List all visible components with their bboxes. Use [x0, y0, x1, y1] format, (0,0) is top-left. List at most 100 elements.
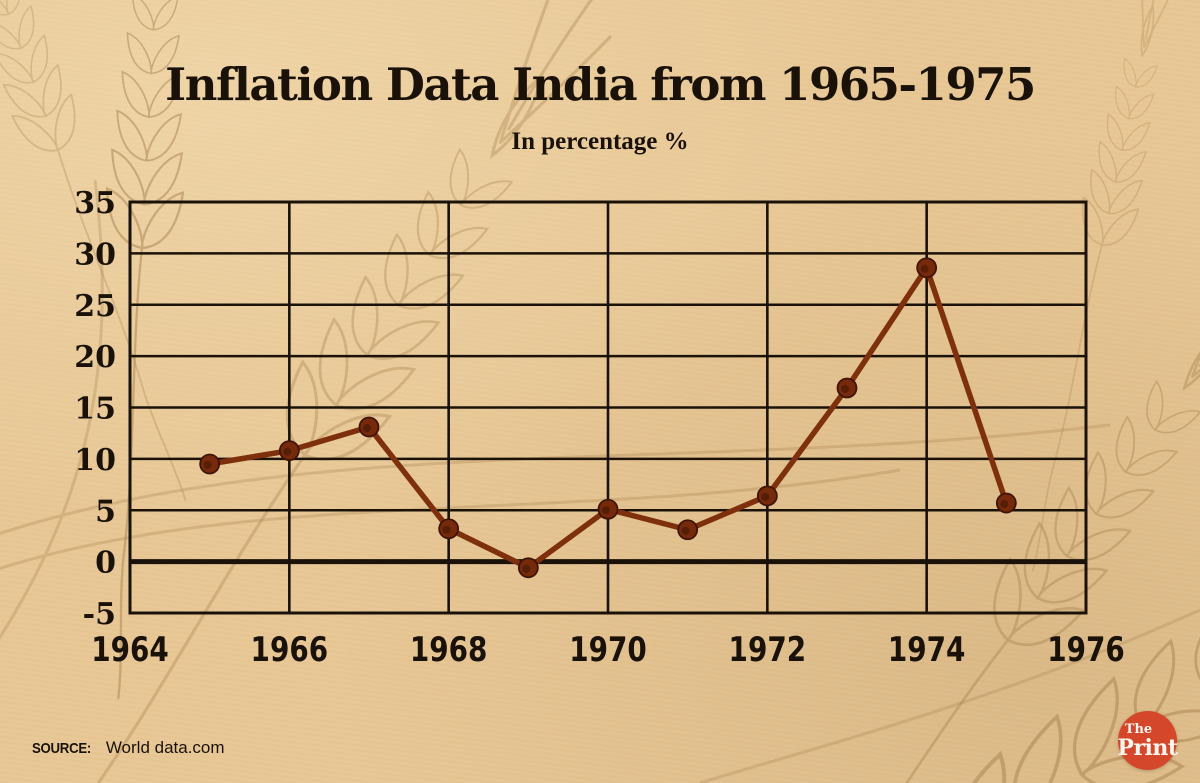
wheat-grain-left: [105, 186, 144, 250]
wheat-grain-pair: [111, 148, 184, 206]
wheat-stalk: [1031, 0, 1182, 572]
wheat-grain-left: [0, 0, 10, 16]
wheat-grain-left: [1146, 379, 1164, 432]
wheat-grain-left: [0, 21, 22, 50]
wheat-grain-pair: [1146, 379, 1200, 434]
wheat-grain-left: [1133, 638, 1176, 730]
y-tick-label-0: 0: [95, 546, 116, 581]
wheat-grain-pair: [351, 274, 441, 360]
wheat-stem: [117, 246, 144, 700]
wheat-grain-right: [1079, 754, 1186, 783]
data-point-1973: [836, 377, 858, 399]
wheat-tip: [1140, 0, 1182, 58]
wheat-tip-grain: [1140, 3, 1155, 58]
data-point-1967: [358, 416, 380, 438]
data-point-1969: [517, 557, 539, 579]
wheat-grain-left: [1073, 676, 1119, 777]
x-tick-label-1974: 1974: [888, 630, 966, 669]
stem-curve: [0, 179, 104, 640]
wheat-grain-pair: [0, 4, 35, 50]
wheat-grain-pair: [1012, 713, 1063, 783]
wheat-stalk: [0, 0, 187, 501]
wheat-grain-pair: [449, 147, 514, 209]
wheat-stem: [0, 453, 307, 783]
data-point-texture-1974: [920, 264, 929, 273]
logo-line2: Print: [1117, 734, 1178, 761]
y-tick-label-15: 15: [74, 392, 116, 427]
wheat-grain-right: [18, 4, 35, 50]
wheat-stem: [703, 638, 1010, 783]
wheat-grain-pair: [0, 0, 21, 16]
wheat-grain-left: [1054, 485, 1079, 558]
wheat-grain-right: [334, 366, 417, 411]
wheat-grain-left: [1084, 450, 1107, 516]
x-tick-group-1968: 1968: [410, 630, 488, 669]
wheat-tip-grain: [1182, 318, 1200, 391]
wheat-grain-right: [365, 320, 441, 360]
x-tick-label-1966: 1966: [251, 630, 329, 669]
wheat-grain-right: [1124, 449, 1179, 476]
source-value: World data.com: [105, 738, 225, 757]
wheat-grain-right: [1134, 64, 1159, 88]
wheat-grain-left: [351, 274, 379, 358]
y-tick-label-20: 20: [74, 340, 116, 375]
data-point-1971: [677, 519, 699, 541]
x-tick-group-1974: 1974: [888, 630, 966, 669]
wheat-grain-pair: [1115, 85, 1155, 120]
x-tick-group-1970: 1970: [569, 630, 647, 669]
wheat-stem: [1031, 244, 1103, 572]
wheat-awns: [1190, 233, 1200, 379]
wheat-grain-left: [1081, 196, 1104, 247]
wheat-grain-left: [2, 84, 47, 118]
wheat-grain-left: [131, 0, 155, 31]
wheat-tip: [1182, 233, 1200, 391]
wheat-grain-right: [6, 0, 21, 16]
wheat-tip: [490, 0, 612, 159]
wheat-grain-right: [1121, 122, 1151, 151]
wheat-grain-left: [951, 750, 1007, 783]
y-tick-label--5: -5: [83, 597, 116, 632]
wheat-grain-right: [147, 73, 182, 119]
wheat-grain-left: [1123, 57, 1137, 88]
wheat-grain-left: [111, 148, 146, 206]
x-tick-group-1966: 1966: [251, 630, 329, 669]
wheat-grain-right: [1100, 208, 1140, 246]
wheat-grain-right: [1094, 488, 1156, 519]
data-point-1968: [438, 518, 460, 540]
wheat-awns: [498, 0, 612, 144]
wheat-grain-left: [121, 70, 150, 119]
wheat-grain-right: [1153, 410, 1200, 434]
data-point-1970: [597, 498, 619, 520]
wheat-grain-right: [145, 112, 183, 162]
data-point-1966: [278, 440, 300, 462]
wheat-grain-left: [1115, 415, 1136, 474]
wheat-grain-pair: [105, 186, 185, 250]
wheat-grain-pair: [318, 317, 417, 411]
wheat-grain-left: [1090, 168, 1111, 215]
chart-subtitle: In percentage %: [511, 128, 689, 155]
wheat-grain-right: [143, 151, 184, 206]
wheat-grain-pair: [1098, 140, 1147, 183]
source-note: SOURCE: World data.com: [32, 738, 225, 758]
wheat-grain-right: [42, 63, 62, 118]
y-tick-label-10: 10: [74, 443, 116, 478]
x-tick-label-1970: 1970: [569, 630, 647, 669]
wheat-grain-left: [126, 31, 153, 75]
plot-border: [128, 200, 1088, 615]
wheat-grain-left: [116, 109, 148, 162]
wheat-grain-pair: [1106, 113, 1151, 152]
wheat-grain-right: [1128, 93, 1155, 120]
wheat-stalk: [105, 0, 185, 700]
wheat-grain-right: [152, 0, 179, 31]
x-tick-label-1964: 1964: [91, 630, 169, 669]
wheat-grain-right: [1114, 150, 1147, 183]
wheat-awns: [1140, 0, 1182, 48]
wheat-grain-pair: [951, 750, 1007, 783]
wheat-grain-left: [416, 190, 439, 257]
wheat-grain-pair: [384, 232, 465, 310]
wheat-grain-left: [449, 147, 469, 207]
wheat-grain-pair: [1090, 168, 1144, 215]
data-point-texture-1968: [442, 525, 451, 534]
